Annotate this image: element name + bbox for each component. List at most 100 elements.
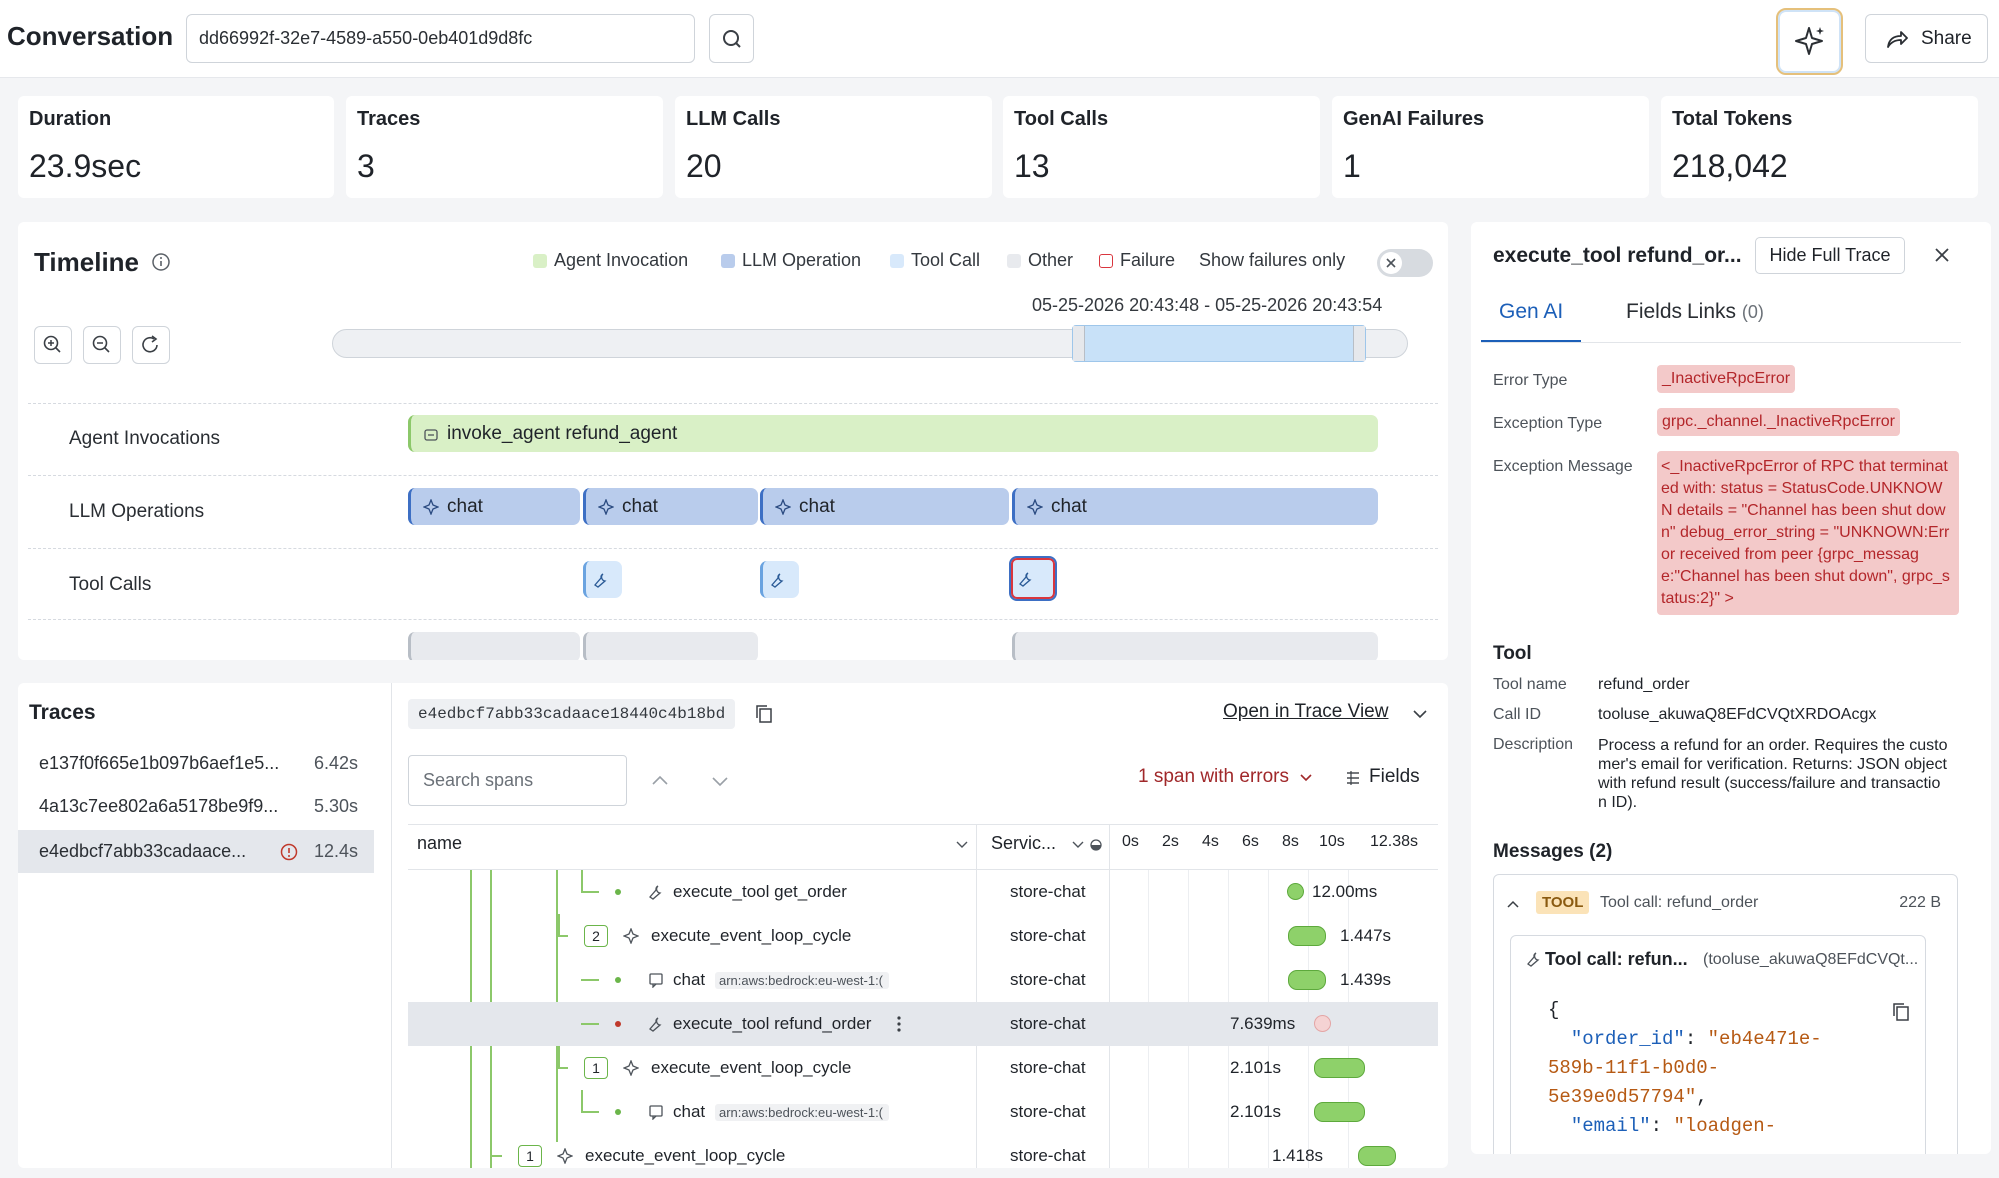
tabs-divider: [1481, 342, 1961, 343]
columns-icon: [1347, 771, 1359, 785]
sort-icon[interactable]: [1089, 836, 1103, 852]
span-service: store-chat: [1010, 926, 1086, 945]
chevron-down-icon[interactable]: [955, 837, 969, 851]
child-count[interactable]: 1: [584, 1057, 608, 1079]
chevron-up-icon[interactable]: [1506, 897, 1520, 911]
span-row[interactable]: 1 execute_event_loop_cycle store-chat 1.…: [408, 1134, 1438, 1168]
description-line: Process a refund for an order. Requires …: [1598, 737, 1948, 754]
trace-list-item[interactable]: e137f0f665e1b097b6aef1e5... 6.42s: [18, 742, 374, 785]
stat-label: Duration: [29, 108, 112, 130]
span-service: store-chat: [1010, 1058, 1086, 1077]
chevron-down-icon[interactable]: [1411, 705, 1429, 723]
span-duration-bar: [1358, 1146, 1396, 1166]
tool-call-bar-failed[interactable]: [1009, 556, 1057, 601]
span-duration: 12.00ms: [1312, 882, 1378, 901]
tick-label: 6s: [1242, 833, 1259, 850]
search-spans-input[interactable]: Search spans: [408, 755, 627, 806]
time-range-selection[interactable]: [1072, 325, 1366, 362]
ai-assistant-button[interactable]: [1776, 8, 1843, 75]
span-row[interactable]: execute_tool get_order store-chat 12.00m…: [408, 870, 1438, 914]
stat-card-genai-failures: GenAI Failures 1: [1332, 96, 1649, 198]
sparkle-icon: [1795, 27, 1824, 55]
column-header-name[interactable]: name: [417, 833, 463, 853]
span-row-selected[interactable]: execute_tool refund_order store-chat 7.6…: [408, 1002, 1438, 1046]
agent-invocation-bar[interactable]: invoke_agent refund_agent: [408, 415, 1378, 452]
child-count[interactable]: 2: [584, 925, 608, 947]
time-range-label: 05-25-2026 20:43:48 - 05-25-2026 20:43:5…: [1032, 295, 1383, 315]
other-bar[interactable]: [583, 632, 758, 660]
range-handle-right[interactable]: [1353, 326, 1365, 361]
fields-button[interactable]: Fields: [1369, 766, 1420, 787]
column-header-service[interactable]: Servic...: [991, 833, 1057, 853]
tab-fields[interactable]: Fields: [1626, 300, 1683, 323]
exception-type-value: grpc._channel._InactiveRpcError: [1657, 408, 1901, 436]
tree-line: [558, 935, 568, 937]
traces-title: Traces: [29, 701, 96, 724]
span-row[interactable]: 2 execute_event_loop_cycle store-chat 1.…: [408, 914, 1438, 958]
llm-operation-bar[interactable]: chat: [408, 488, 580, 525]
chevron-down-icon[interactable]: [710, 771, 730, 791]
stat-card-duration: Duration 23.9sec: [18, 96, 334, 198]
show-failures-label: Show failures only: [1199, 250, 1346, 270]
span-name: chat: [673, 1102, 706, 1121]
other-bar[interactable]: [408, 632, 580, 660]
range-handle-left[interactable]: [1073, 326, 1085, 361]
span-row[interactable]: chat arn:aws:bedrock:eu-west-1:( store-c…: [408, 1090, 1438, 1134]
trace-list-item[interactable]: 4a13c7ee802a6a5178be9f9... 5.30s: [18, 785, 374, 828]
other-bar[interactable]: [1012, 632, 1378, 660]
llm-operation-bar[interactable]: chat: [1012, 488, 1378, 525]
llm-operation-bar[interactable]: chat: [760, 488, 1009, 525]
hide-full-trace-button[interactable]: Hide Full Trace: [1755, 237, 1905, 274]
span-duration: 1.418s: [1272, 1146, 1324, 1165]
reset-zoom-button[interactable]: [132, 326, 170, 364]
bar-label: chat: [447, 495, 483, 517]
robot-icon: [424, 428, 438, 441]
tab-gen-ai[interactable]: Gen AI: [1499, 300, 1564, 323]
close-icon[interactable]: [1933, 246, 1951, 264]
search-button[interactable]: [709, 14, 754, 63]
span-duration-bar: [1288, 970, 1326, 990]
span-errors-filter[interactable]: 1 span with errors: [1138, 766, 1314, 788]
info-icon[interactable]: [151, 252, 171, 272]
share-button[interactable]: Share: [1865, 14, 1988, 63]
tool-call-bar[interactable]: [583, 561, 622, 598]
tick-label: 10s: [1319, 833, 1345, 850]
span-duration-marker-error: [1314, 1015, 1331, 1032]
chevron-up-icon[interactable]: [650, 771, 670, 791]
tool-call-bar[interactable]: [760, 561, 799, 598]
show-failures-toggle[interactable]: [1377, 249, 1433, 277]
code-line: {: [1548, 999, 1560, 1021]
llm-operation-bar[interactable]: chat: [583, 488, 758, 525]
trace-list-item-selected[interactable]: e4edbcf7abb33cadaace... 12.4s: [18, 830, 374, 873]
lane-label-agent: Agent Invocations: [69, 428, 221, 449]
description-line: n ID).: [1598, 794, 1638, 811]
conversation-id-input[interactable]: dd66992f-32e7-4589-a550-0eb401d9d8fc: [186, 14, 695, 63]
stat-value: 13: [1014, 148, 1050, 184]
open-trace-view-link[interactable]: Open in Trace View: [1223, 701, 1389, 722]
span-row[interactable]: chat arn:aws:bedrock:eu-west-1:( store-c…: [408, 958, 1438, 1002]
exception-message-label: Exception Message: [1493, 458, 1633, 475]
copy-icon[interactable]: [755, 704, 773, 724]
timeline-panel: Timeline Agent Invocation LLM Operation …: [18, 222, 1448, 660]
tool-call-title: Tool call: refun...: [1545, 949, 1688, 969]
tab-links-count: (0): [1741, 302, 1764, 322]
zoom-out-button[interactable]: [83, 326, 121, 364]
message-size: 222 B: [1899, 894, 1941, 911]
zoom-in-button[interactable]: [34, 326, 72, 364]
bar-label: chat: [622, 495, 658, 517]
legend-swatch: [1099, 253, 1113, 268]
bar-label: chat: [1051, 495, 1087, 517]
span-row[interactable]: 1 execute_event_loop_cycle store-chat 2.…: [408, 1046, 1438, 1090]
call-id-value: tooluse_akuwaQ8EFdCVQtXRDOAcgx: [1598, 706, 1877, 723]
more-vertical-icon[interactable]: [895, 1015, 903, 1033]
zoom-out-icon: [92, 335, 110, 353]
tab-links[interactable]: Links (0): [1687, 300, 1764, 324]
sparkle-icon: [623, 928, 639, 944]
stat-card-llm-calls: LLM Calls 20: [675, 96, 992, 198]
legend-failure: Failure: [1099, 250, 1175, 271]
chevron-down-icon[interactable]: [1071, 837, 1085, 851]
child-count[interactable]: 1: [518, 1145, 542, 1167]
copy-icon[interactable]: [1892, 1002, 1910, 1022]
span-name: execute_event_loop_cycle: [651, 926, 852, 945]
error-type-value: _InactiveRpcError: [1657, 365, 1796, 393]
